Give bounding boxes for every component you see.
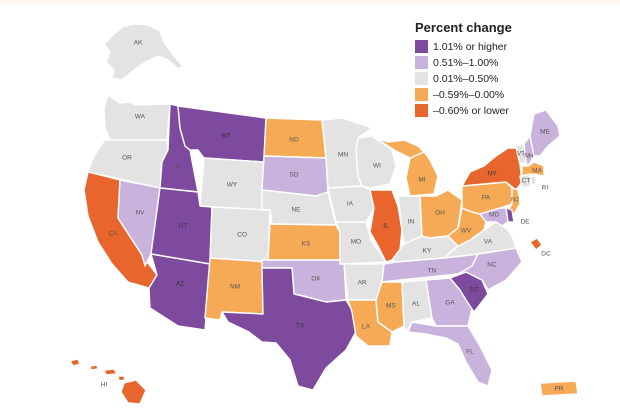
state-label-ut: UT — [179, 223, 188, 230]
state-label-ks: KS — [302, 241, 311, 248]
state-label-il: IL — [383, 223, 389, 230]
state-label-me: ME — [540, 129, 550, 136]
state-hi[interactable] — [69, 358, 147, 405]
state-tx[interactable] — [221, 267, 358, 391]
state-label-nc: NC — [487, 262, 497, 269]
state-label-ri: RI — [542, 185, 549, 192]
state-nj[interactable] — [507, 187, 521, 215]
state-az[interactable] — [148, 253, 211, 331]
legend-swatch — [415, 104, 428, 117]
state-label-az: AZ — [176, 281, 184, 288]
state-label-sd: SD — [289, 172, 298, 179]
state-label-ga: GA — [445, 300, 455, 307]
state-label-ar: AR — [357, 280, 366, 287]
state-ak[interactable] — [103, 23, 184, 81]
state-label-nm: NM — [230, 284, 240, 291]
map-legend: Percent change 1.01% or higher 0.51%–1.0… — [415, 20, 565, 119]
legend-item-label: –0.60% or lower — [433, 104, 509, 117]
state-mi-upper[interactable] — [375, 137, 425, 159]
state-label-tx: TX — [296, 323, 305, 330]
state-label-co: CO — [237, 232, 247, 239]
legend-item-label: 0.51%–1.00% — [433, 56, 499, 69]
legend-item-5: –0.60% or lower — [415, 103, 565, 118]
state-label-al: AL — [412, 301, 420, 308]
state-ct[interactable] — [519, 173, 532, 189]
legend-item-label: –0.59%–0.00% — [433, 88, 505, 101]
legend-swatch — [415, 88, 428, 101]
state-label-dc: DC — [541, 251, 551, 258]
state-label-wi: WI — [373, 163, 381, 170]
state-label-nv: NV — [135, 210, 145, 217]
state-label-mi: MI — [418, 177, 425, 184]
state-label-wv: WV — [461, 228, 472, 235]
state-label-va: VA — [484, 239, 493, 246]
state-ny[interactable] — [461, 147, 523, 191]
state-pr[interactable] — [539, 380, 579, 397]
legend-item-2: 0.51%–1.00% — [415, 55, 565, 70]
state-label-nd: ND — [289, 137, 299, 144]
state-label-pr: PR — [554, 386, 563, 393]
state-label-de: DE — [520, 219, 530, 226]
legend-item-4: –0.59%–0.00% — [415, 87, 565, 102]
state-label-hi: HI — [101, 382, 108, 389]
legend-item-1: 1.01% or higher — [415, 39, 565, 54]
state-ri[interactable] — [530, 175, 537, 186]
legend-item-3: 0.01%–0.50% — [415, 71, 565, 86]
state-label-mt: MT — [221, 133, 230, 140]
state-label-sc: SC — [469, 287, 478, 294]
state-label-wa: WA — [135, 114, 146, 121]
state-nc[interactable] — [449, 247, 523, 291]
state-mi[interactable] — [405, 151, 439, 197]
state-label-or: OR — [122, 155, 132, 162]
state-label-nh: NH — [524, 153, 534, 160]
state-label-ak: AK — [134, 40, 143, 47]
state-label-md: MD — [489, 212, 499, 219]
legend-swatch — [415, 56, 428, 69]
state-label-mo: MO — [351, 239, 361, 246]
state-label-fl: FL — [466, 349, 474, 356]
state-dc[interactable] — [529, 237, 543, 251]
state-label-ms: MS — [386, 303, 396, 310]
state-label-wy: WY — [227, 182, 238, 189]
state-label-mn: MN — [338, 152, 348, 159]
legend-title: Percent change — [415, 20, 512, 35]
legend-item-label: 0.01%–0.50% — [433, 72, 499, 85]
state-label-tn: TN — [428, 268, 437, 275]
state-label-pa: PA — [482, 195, 491, 202]
state-wa[interactable] — [103, 94, 171, 141]
state-label-ma: MA — [532, 168, 542, 175]
state-label-oh: OH — [435, 210, 445, 217]
state-me[interactable] — [529, 109, 561, 157]
state-label-ia: IA — [347, 201, 354, 208]
state-label-ca: CA — [108, 231, 118, 238]
state-label-ok: OK — [311, 276, 321, 283]
state-label-ct: CT — [522, 178, 531, 185]
legend-swatch — [415, 40, 428, 53]
state-label-vt: VT — [517, 151, 525, 158]
legend-swatch — [415, 72, 428, 85]
state-fl[interactable] — [407, 321, 493, 387]
state-wi[interactable] — [355, 135, 397, 189]
state-md[interactable] — [479, 207, 509, 227]
state-label-id: ID — [174, 165, 181, 172]
state-label-ky: KY — [423, 248, 432, 255]
state-label-in: IN — [408, 219, 415, 226]
state-label-ne: NE — [291, 207, 301, 214]
legend-item-label: 1.01% or higher — [433, 40, 508, 53]
top-edge-fade — [0, 0, 620, 8]
state-label-la: LA — [362, 324, 371, 331]
state-label-ny: NY — [487, 171, 497, 178]
state-label-nj: NJ — [511, 197, 519, 204]
